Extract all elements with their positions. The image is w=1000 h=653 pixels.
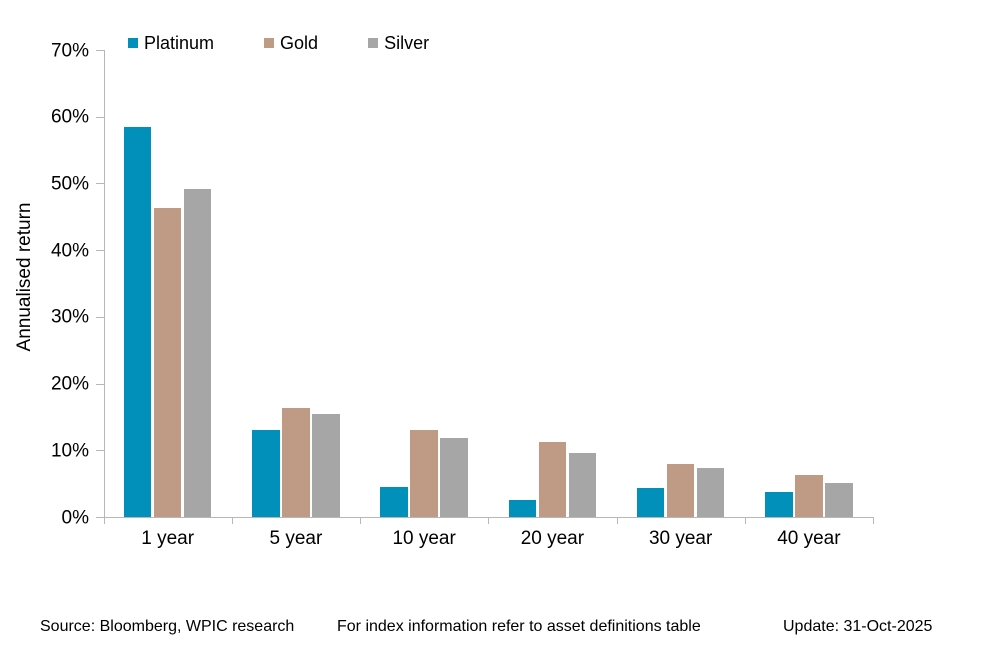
bar-gold-40-year bbox=[795, 474, 823, 517]
x-axis-tick bbox=[231, 517, 233, 524]
y-tick-label: 50% bbox=[50, 173, 89, 195]
bar-silver-40-year bbox=[825, 482, 853, 517]
x-axis-tick bbox=[360, 517, 361, 524]
x-category-label: 20 year bbox=[520, 528, 585, 549]
y-tick-label: 20% bbox=[50, 373, 89, 395]
x-axis-tick bbox=[873, 517, 874, 524]
bar-gold-30-year bbox=[666, 463, 695, 517]
legend-swatch-icon bbox=[264, 38, 275, 48]
legend-label: Silver bbox=[384, 33, 430, 53]
x-axis-tick bbox=[616, 517, 618, 524]
x-category-label: 1 year bbox=[141, 528, 195, 549]
footer-source-text: Source: Bloomberg, WPIC research bbox=[40, 618, 295, 635]
bar-platinum-40-year bbox=[765, 491, 793, 517]
y-axis-tick bbox=[95, 450, 104, 452]
legend-label: Gold bbox=[280, 33, 319, 53]
y-axis-tick bbox=[95, 250, 104, 252]
bar-platinum-10-year bbox=[380, 486, 408, 517]
y-axis-tick bbox=[95, 50, 104, 51]
y-axis-title: Annualised return bbox=[14, 202, 35, 352]
bar-gold-10-year bbox=[410, 429, 438, 517]
y-tick-label: 70% bbox=[50, 40, 89, 61]
x-axis-tick bbox=[744, 517, 746, 524]
x-axis-tick bbox=[103, 517, 105, 524]
x-category-label: 5 year bbox=[269, 528, 323, 549]
footer-index-note-text: For index information refer to asset def… bbox=[337, 618, 701, 635]
chart-legend: Platinum Gold Silver bbox=[128, 33, 429, 53]
bar-silver-20-year bbox=[568, 452, 597, 517]
y-tick-label: 10% bbox=[50, 440, 89, 462]
legend-item-platinum: Platinum bbox=[128, 33, 214, 53]
y-axis-tick bbox=[95, 116, 104, 118]
x-category-label: 40 year bbox=[777, 528, 841, 549]
footer-update-date-text: Update: 31-Oct-2025 bbox=[783, 618, 933, 635]
bar-platinum-5-year bbox=[252, 429, 280, 517]
bar-gold-5-year bbox=[282, 408, 310, 517]
x-category-label: 30 year bbox=[648, 528, 713, 549]
y-tick-label: 30% bbox=[50, 306, 89, 328]
y-tick-label: 60% bbox=[50, 106, 89, 128]
legend-swatch-icon bbox=[368, 38, 379, 48]
bar-silver-1-year bbox=[183, 188, 212, 517]
legend-item-gold: Gold bbox=[264, 33, 318, 53]
y-axis-tick bbox=[95, 316, 104, 318]
legend-swatch-icon bbox=[128, 38, 138, 48]
y-axis-tick bbox=[95, 183, 104, 185]
bar-platinum-20-year bbox=[508, 500, 537, 517]
bar-silver-30-year bbox=[696, 467, 725, 517]
bar-gold-20-year bbox=[538, 442, 567, 517]
y-axis-line bbox=[103, 50, 105, 517]
bar-silver-5-year bbox=[312, 413, 340, 517]
x-axis-tick bbox=[488, 517, 490, 524]
bar-platinum-30-year bbox=[636, 488, 665, 517]
legend-item-silver: Silver bbox=[368, 33, 429, 53]
bar-gold-1-year bbox=[153, 208, 182, 517]
bar-silver-10-year bbox=[440, 437, 468, 517]
y-axis-tick bbox=[95, 383, 104, 385]
x-category-label: 10 year bbox=[392, 528, 456, 549]
y-axis-tick bbox=[95, 517, 104, 518]
legend-label: Platinum bbox=[144, 33, 215, 53]
bar-chart-plot: Annualised return Platinum Gold Silver 0% 1… bbox=[14, 33, 874, 549]
y-tick-label: 0% bbox=[61, 507, 89, 528]
bar-platinum-1-year bbox=[123, 127, 152, 517]
y-tick-label: 40% bbox=[50, 240, 89, 262]
